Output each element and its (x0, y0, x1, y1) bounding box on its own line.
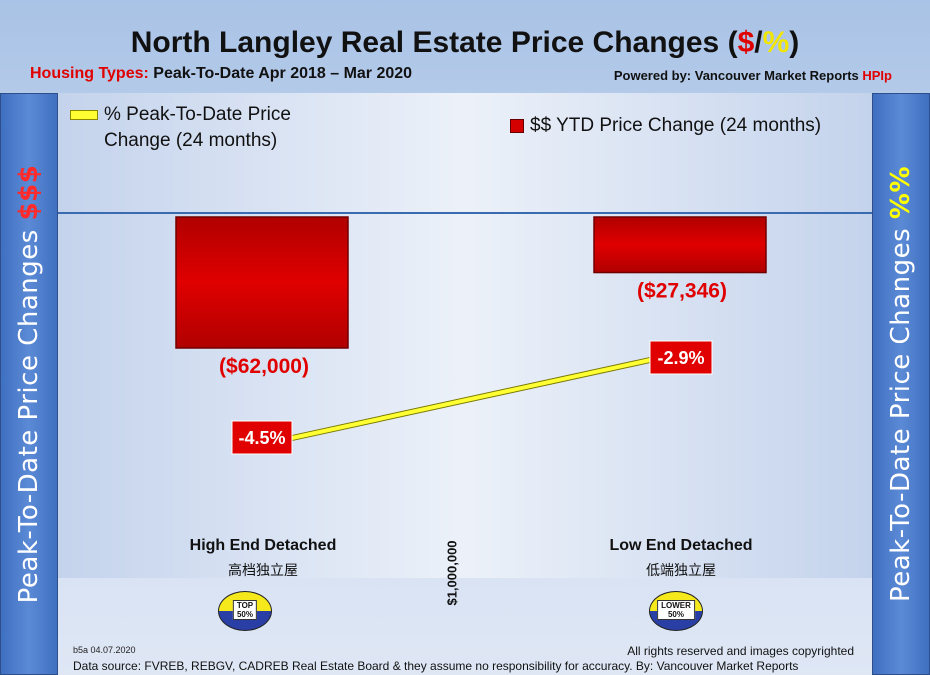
top-50-badge: TOP 50% (218, 591, 272, 631)
percent-value-label-0: -4.5% (238, 428, 285, 448)
category-sublabel-high-end: 高档独立屋 (228, 563, 298, 579)
bar-high-end (175, 216, 349, 349)
percent-label-box-1 (649, 340, 713, 375)
chart-title: North Langley Real Estate Price Changes … (130, 26, 800, 59)
percent-label-box-0 (231, 420, 293, 455)
legend-line-swatch (70, 109, 98, 120)
bar-low-end (593, 216, 767, 274)
percent-value-label-1: -2.9% (657, 348, 704, 368)
footer-source: Data source: FVREB, REBGV, CADREB Real E… (73, 659, 799, 673)
legend-bar-swatch (510, 118, 524, 133)
category-sublabel-low-end: 低端独立屋 (646, 563, 716, 579)
lower-50-badge: LOWER 50% (649, 591, 703, 631)
category-label-low-end: Low End Detached (609, 537, 753, 554)
footer-rights: All rights reserved and images copyright… (627, 644, 854, 658)
legend-line-label-1: % Peak-To-Date Price (104, 104, 291, 125)
bar-value-label-0: ($62,000) (219, 355, 309, 378)
footer-code: b5a 04.07.2020 (73, 645, 136, 655)
lower-50-badge-label: LOWER 50% (657, 600, 695, 620)
percent-line (291, 358, 651, 440)
bar-value-label-1: ($27,346) (637, 280, 727, 303)
category-label-high-end: High End Detached (189, 537, 337, 554)
legend-bar-label: $$ YTD Price Change (24 months) (530, 115, 822, 136)
legend-bar-entry: $$ YTD Price Change (24 months) (510, 113, 821, 139)
right-axis-panel: Peak-To-Date Price Changes %% (872, 93, 930, 675)
price-divider-label: $1,000,000 (444, 540, 460, 606)
top-50-badge-label: TOP 50% (232, 600, 258, 620)
powered-by: Powered by: Vancouver Market Reports HPI… (613, 68, 892, 83)
legend-line-entry: % Peak-To-Date Price Change (24 months) (70, 102, 291, 154)
legend-line-label-2: Change (24 months) (104, 130, 278, 151)
chart-subtitle: Housing Types: Peak-To-Date Apr 2018 – M… (30, 65, 413, 82)
left-axis-panel: Peak-To-Date Price Changes $$$ (0, 93, 58, 675)
